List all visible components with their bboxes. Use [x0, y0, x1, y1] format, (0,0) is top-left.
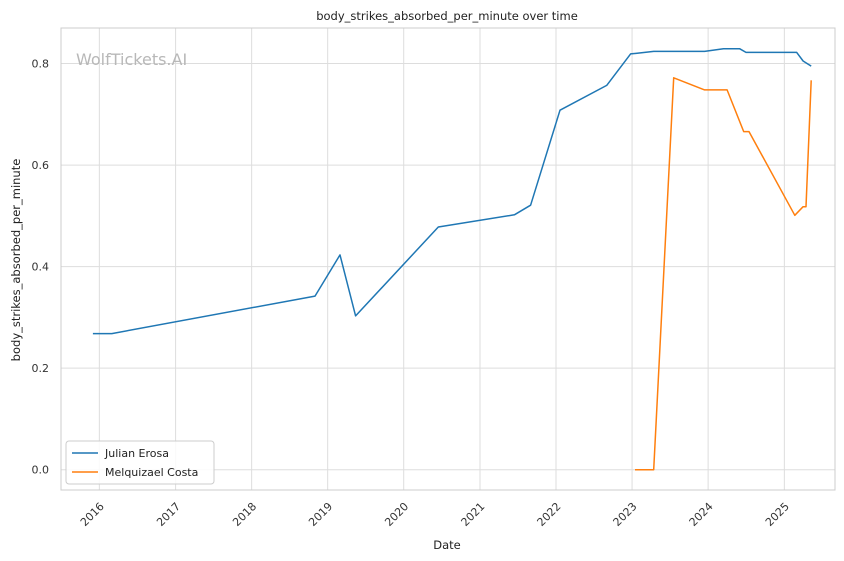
y-tick-label-0.8: 0.8 [32, 58, 50, 71]
x-tick-label-2024: 2024 [687, 500, 716, 529]
x-tick-label-2020: 2020 [382, 500, 411, 529]
x-tick-label-2018: 2018 [230, 500, 259, 529]
x-tick-labels: 2016 2017 2018 2019 2020 2021 2022 2023 2024 2025 [78, 500, 792, 529]
legend-label-julian-erosa: Julian Erosa [104, 447, 169, 460]
x-tick-label-2025: 2025 [763, 500, 792, 529]
x-axis-label: Date [433, 538, 461, 552]
legend: Julian Erosa Melquizael Costa [65, 440, 215, 485]
y-axis-label: body_strikes_absorbed_per_minute [9, 159, 23, 362]
x-tick-label-2017: 2017 [154, 500, 183, 529]
y-tick-label-0.2: 0.2 [32, 362, 50, 375]
series-line-melquizael-costa [635, 77, 812, 471]
series-line-julian-erosa [92, 48, 812, 335]
y-tick-label-0.0: 0.0 [32, 464, 50, 477]
x-tick-label-2022: 2022 [535, 500, 564, 529]
x-tick-label-2016: 2016 [78, 500, 107, 529]
x-tick-label-2023: 2023 [611, 500, 640, 529]
x-tick-label-2021: 2021 [459, 500, 488, 529]
x-tick-label-2019: 2019 [306, 500, 335, 529]
chart-title: body_strikes_absorbed_per_minute over ti… [316, 9, 578, 23]
y-tick-label-0.6: 0.6 [32, 159, 50, 172]
watermark: WolfTickets.AI [76, 50, 187, 69]
legend-label-melquizael-costa: Melquizael Costa [105, 466, 198, 479]
grid [61, 28, 835, 490]
y-tick-label-0.4: 0.4 [32, 261, 50, 274]
plot-frame [60, 27, 836, 491]
series-layer [92, 48, 812, 471]
legend-box [65, 440, 215, 485]
y-tick-labels: 0.0 0.2 0.4 0.6 0.8 [32, 58, 50, 477]
